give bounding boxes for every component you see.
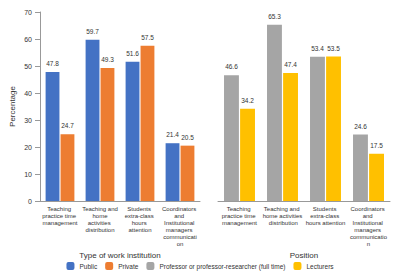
- svg-text:activities: activities: [88, 220, 113, 226]
- svg-text:53.4: 53.4: [311, 45, 324, 52]
- svg-text:Teaching: Teaching: [227, 206, 253, 212]
- svg-text:34.2: 34.2: [241, 97, 254, 104]
- svg-text:home activities: home activities: [263, 213, 303, 219]
- svg-text:24.6: 24.6: [354, 123, 367, 130]
- svg-text:Teaching and: Teaching and: [264, 206, 301, 212]
- svg-text:51.6: 51.6: [126, 50, 139, 57]
- svg-text:management: management: [42, 220, 77, 226]
- svg-text:40: 40: [24, 90, 32, 97]
- svg-text:70: 70: [24, 9, 32, 16]
- svg-text:distribution: distribution: [267, 220, 298, 226]
- svg-text:Institutional: Institutional: [164, 220, 196, 226]
- svg-text:hours attention: hours attention: [306, 220, 346, 226]
- svg-text:communicatio: communicatio: [350, 234, 388, 240]
- svg-text:59.7: 59.7: [86, 28, 99, 35]
- svg-text:10: 10: [24, 171, 32, 178]
- svg-text:Lecturers: Lecturers: [306, 263, 334, 270]
- svg-text:30: 30: [24, 117, 32, 124]
- svg-text:Public: Public: [79, 263, 97, 270]
- svg-text:on: on: [177, 241, 184, 247]
- svg-text:47.8: 47.8: [46, 60, 59, 67]
- svg-text:Teaching: Teaching: [47, 206, 73, 212]
- svg-text:20.5: 20.5: [181, 134, 194, 141]
- svg-text:managers: managers: [166, 227, 194, 233]
- svg-text:management: management: [222, 220, 257, 226]
- svg-text:extra-class: extra-class: [310, 213, 341, 219]
- svg-text:Coordinators: Coordinators: [162, 206, 198, 212]
- svg-text:n: n: [367, 241, 370, 247]
- svg-text:47.4: 47.4: [284, 61, 297, 68]
- svg-text:Position: Position: [290, 251, 318, 260]
- svg-text:60: 60: [24, 36, 32, 43]
- svg-text:17.5: 17.5: [370, 142, 383, 149]
- svg-text:attention: attention: [128, 227, 151, 233]
- svg-text:Type of work institution: Type of work institution: [79, 251, 160, 260]
- svg-text:hours: hours: [132, 220, 149, 226]
- svg-text:and: and: [174, 213, 186, 219]
- svg-text:Coordinators: Coordinators: [350, 206, 386, 212]
- svg-text:24.7: 24.7: [61, 122, 74, 129]
- svg-text:Private: Private: [118, 263, 139, 270]
- svg-text:49.3: 49.3: [101, 56, 114, 63]
- svg-text:0: 0: [28, 198, 32, 205]
- svg-text:managers: managers: [354, 227, 382, 233]
- svg-text:practice time: practice time: [222, 213, 258, 219]
- svg-text:home: home: [91, 213, 109, 219]
- svg-text:distribution: distribution: [85, 227, 114, 233]
- svg-text:20: 20: [24, 144, 32, 151]
- svg-text:and: and: [363, 213, 375, 219]
- svg-text:Institutional: Institutional: [352, 220, 384, 226]
- svg-text:Students: Students: [127, 206, 152, 212]
- svg-text:50: 50: [24, 63, 32, 70]
- svg-text:21.4: 21.4: [166, 131, 179, 138]
- svg-text:65.3: 65.3: [268, 13, 281, 20]
- svg-text:communicati: communicati: [163, 234, 197, 240]
- svg-text:Percentage: Percentage: [8, 85, 17, 126]
- svg-text:Professor or professor-researc: Professor or professor-researcher (full …: [159, 263, 285, 271]
- svg-text:Students: Students: [313, 206, 338, 212]
- svg-text:extra-class: extra-class: [125, 213, 156, 219]
- svg-text:57.5: 57.5: [141, 34, 154, 41]
- svg-text:46.6: 46.6: [225, 63, 238, 70]
- svg-text:practice time: practice time: [42, 213, 78, 219]
- svg-text:Teaching and: Teaching and: [82, 206, 118, 212]
- svg-text:53.5: 53.5: [327, 45, 340, 52]
